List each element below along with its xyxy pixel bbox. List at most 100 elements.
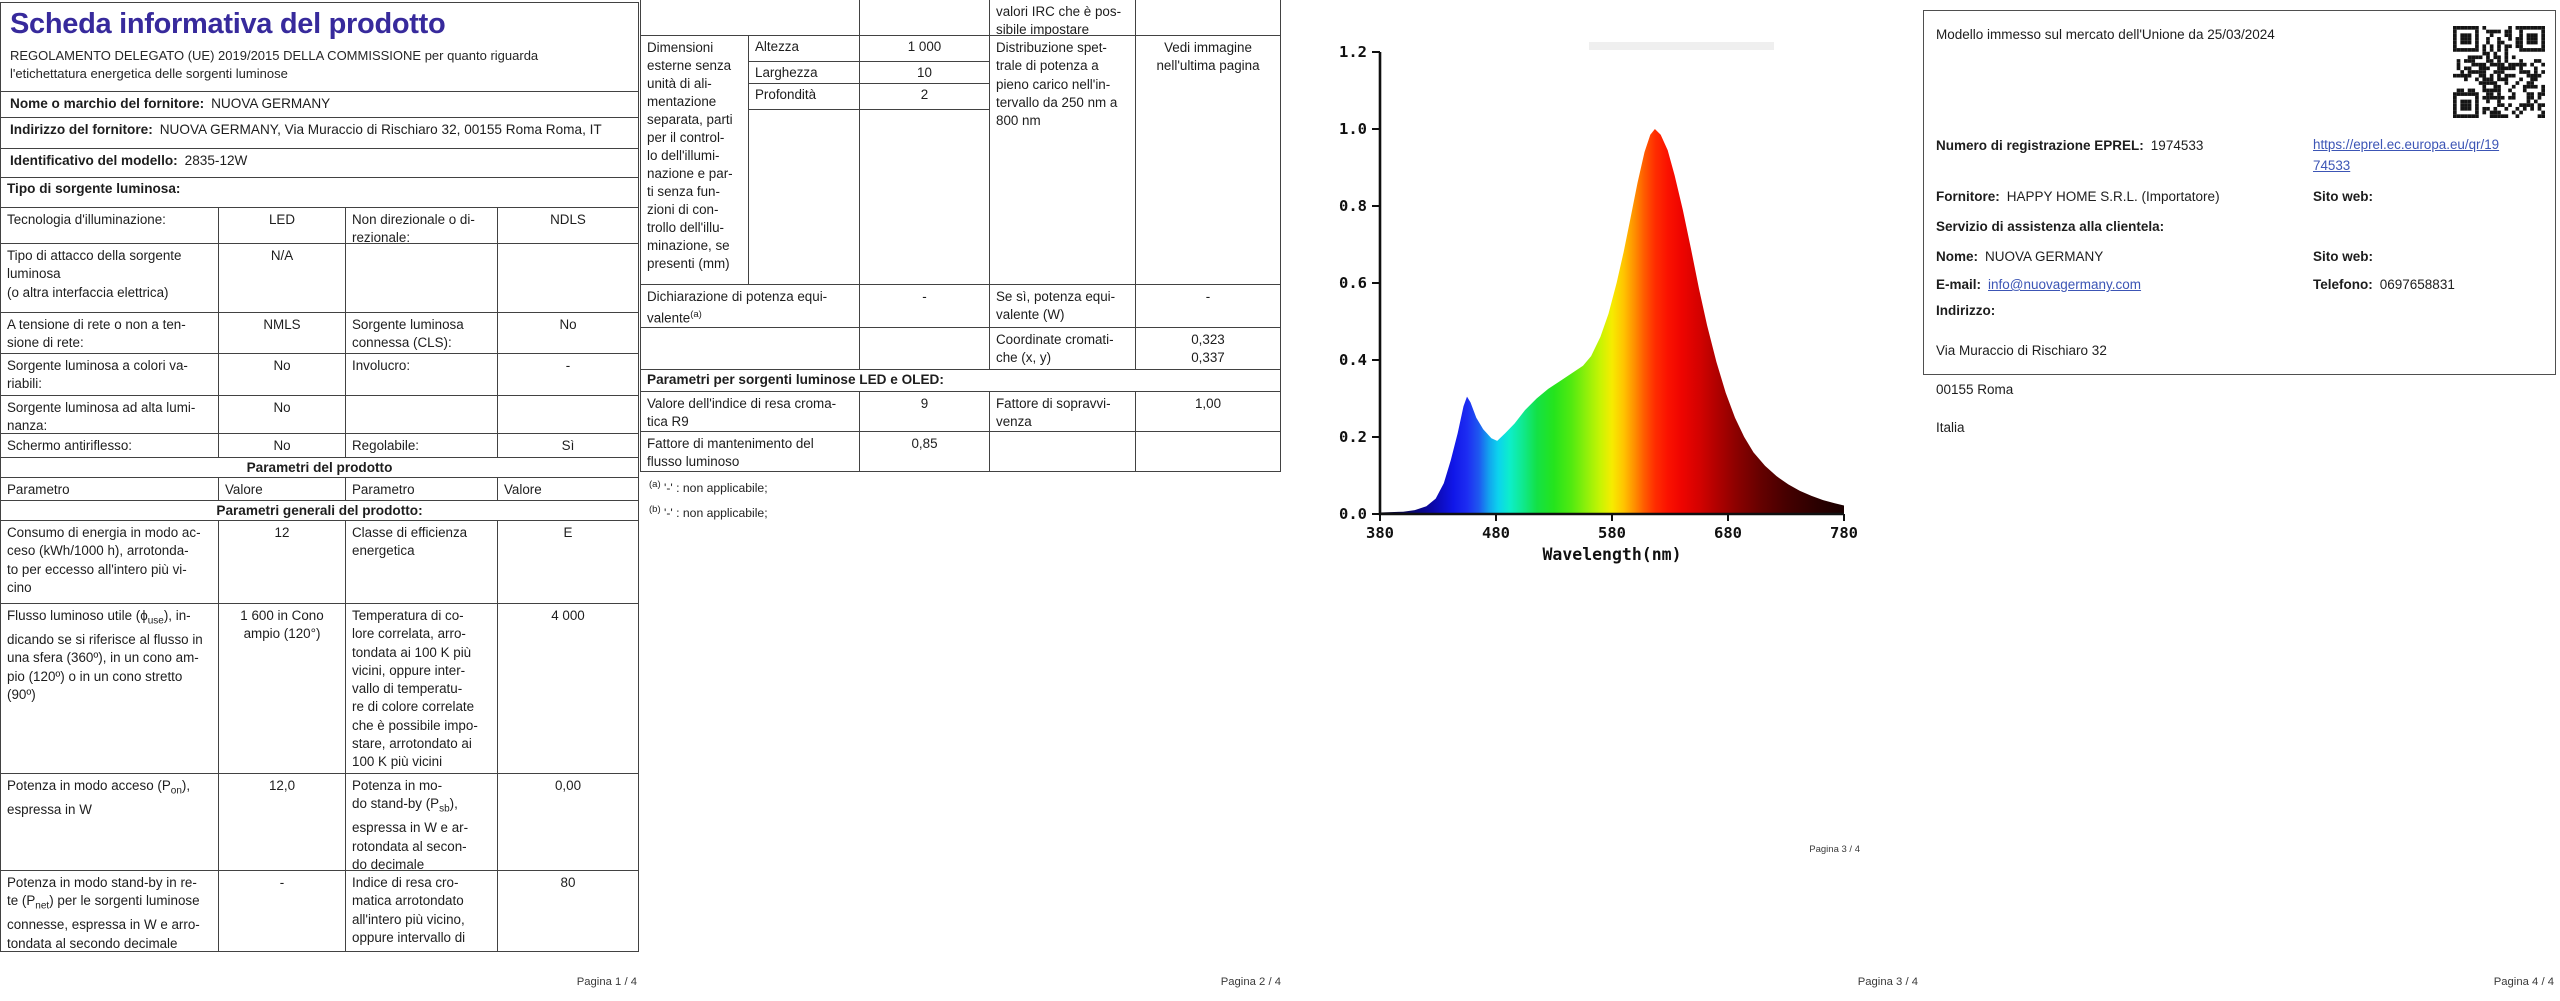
empty-cell: [641, 328, 860, 369]
dim-height-label: Altezza: [749, 36, 859, 62]
eprel-value: 1974533: [2150, 138, 2204, 153]
nome-row: Nome: NUOVA GERMANY: [1936, 249, 2103, 264]
fornitore-label: Fornitore:: [1936, 189, 2000, 204]
table-row: Potenza in modo stand-by in re- te (Pnet…: [1, 871, 638, 952]
qr-code: [2453, 26, 2545, 118]
page-1-product-sheet: Scheda informativa del prodotto REGOLAME…: [0, 2, 639, 952]
param-value: 1,00: [1194, 396, 1222, 411]
indirizzo-label: Indirizzo:: [1936, 303, 1996, 318]
table-row: Coordinate cromati- che (x, y) 0,323 0,3…: [641, 328, 1280, 370]
param-value: 0,85: [860, 432, 990, 472]
dim-width-value: 10: [860, 62, 989, 84]
column-header: Parametro: [346, 478, 498, 500]
empty-cell: [1136, 432, 1280, 472]
sito-web-label-2: Sito web:: [2313, 249, 2373, 264]
svg-text:1.0: 1.0: [1339, 120, 1367, 138]
svg-text:680: 680: [1714, 524, 1742, 542]
svg-text:0.0: 0.0: [1339, 505, 1367, 523]
param-label: Classe di efficienza energetica: [346, 521, 498, 603]
spectrum-area: [1380, 129, 1844, 514]
model-id-row: Identificativo del modello: 2835-12W: [1, 149, 638, 178]
page3-footer: Pagina 3 / 4: [1857, 976, 1918, 988]
fornitore-row: Fornitore: HAPPY HOME S.R.L. (Importatore…: [1936, 189, 2220, 204]
param-label: Se sì, potenza equi- valente (W): [990, 285, 1136, 327]
table-row-irc-continued: valori IRC che è pos- sibile impostare: [641, 0, 1280, 36]
svg-text:0.4: 0.4: [1339, 351, 1367, 369]
param-label: Indice di resa cro- matica arrotondato a…: [346, 871, 498, 952]
table-row: Consumo di energia in modo ac- ceso (kWh…: [1, 521, 638, 604]
param-label: Dichiarazione di potenza equi- valente(a…: [641, 285, 860, 327]
param-label: Fattore di mantenimento del flusso lumin…: [641, 432, 860, 472]
svg-text:0.2: 0.2: [1339, 428, 1367, 446]
address-line: Via Muraccio di Rischiaro 32: [1936, 343, 2107, 359]
dimension-sub-labels: Altezza Larghezza Profondità: [749, 36, 860, 284]
fornitore-value: HAPPY HOME S.R.L. (Importatore): [2006, 189, 2220, 204]
param-label: Sorgente luminosa ad alta lumi- nanza:: [1, 396, 219, 433]
param-value: -: [565, 358, 571, 373]
param-value: [498, 244, 638, 312]
table-row-dimensions: Dimensioni esterne senza unità di ali- m…: [641, 36, 1280, 285]
eprel-label: Numero di registrazione EPREL:: [1936, 138, 2144, 153]
param-value: -: [1205, 289, 1211, 304]
param-label: Potenza in mo- do stand-by (Psb), espres…: [346, 774, 498, 870]
supplier-name-value: NUOVA GERMANY: [211, 96, 331, 111]
dimensions-label: Dimensioni esterne senza unità di ali- m…: [641, 36, 749, 284]
empty-cell: [641, 0, 860, 35]
supplier-address-row: Indirizzo del fornitore: NUOVA GERMANY, V…: [1, 118, 638, 149]
param-label: Regolabile:: [346, 434, 498, 457]
param-label: Potenza in modo acceso (Pon), espressa i…: [1, 774, 219, 870]
param-label: Fattore di sopravvi- venza: [990, 392, 1136, 431]
page2-footer: Pagina 2 / 4: [1220, 976, 1281, 988]
address-block: Via Muraccio di Rischiaro 32 00155 Roma …: [1936, 322, 2107, 457]
param-value: No: [219, 434, 346, 457]
param-label: Consumo di energia in modo ac- ceso (kWh…: [1, 521, 219, 603]
eprel-link[interactable]: https://eprel.ec.europa.eu/qr/19 74533: [2313, 137, 2500, 173]
faded-watermark: [1589, 42, 1774, 50]
spectral-distribution-value: Vedi immagine nell'ultima pagina: [1156, 40, 1260, 74]
light-source-type-header: Tipo di sorgente luminosa:: [1, 178, 638, 208]
table-row: Flusso luminoso utile (ϕuse), in- dicand…: [1, 604, 638, 774]
sito-web-label-1: Sito web:: [2313, 189, 2373, 204]
column-header: Parametro: [1, 478, 219, 500]
table-row: Potenza in modo acceso (Pon), espressa i…: [1, 774, 638, 871]
model-id-value: 2835-12W: [184, 153, 248, 168]
param-value: 0,00: [554, 778, 582, 793]
param-label: Schermo antiriflesso:: [1, 434, 219, 457]
table-row: Schermo antiriflesso: No Regolabile: Sì: [1, 434, 638, 458]
param-value: -: [860, 285, 990, 327]
led-oled-params-header: Parametri per sorgenti luminose LED e OL…: [641, 370, 1280, 392]
page-title: Scheda informativa del prodotto: [10, 8, 446, 40]
address-line: Italia: [1936, 420, 1965, 436]
column-header: Valore: [219, 478, 346, 500]
table-row: Valore dell'indice di resa croma- tica R…: [641, 392, 1280, 432]
param-label: [346, 244, 498, 312]
param-label: Valore dell'indice di resa croma- tica R…: [641, 392, 860, 431]
nome-label: Nome:: [1936, 249, 1979, 264]
supplier-address-label: Indirizzo del fornitore:: [10, 122, 153, 137]
email-row: E-mail: info@nuovagermany.com: [1936, 277, 2141, 292]
address-line: 00155 Roma: [1936, 381, 2014, 397]
model-id-label: Identificativo del modello:: [10, 153, 178, 168]
nome-value: NUOVA GERMANY: [1985, 249, 2104, 264]
param-value: No: [219, 396, 346, 433]
svg-text:580: 580: [1598, 524, 1626, 542]
x-axis-label: Wavelength(nm): [1542, 545, 1681, 564]
dim-depth-label: Profondità: [749, 84, 859, 110]
telefono-value: 0697658831: [2379, 277, 2455, 292]
email-link[interactable]: info@nuovagermany.com: [1988, 277, 2142, 292]
empty-cell: [860, 328, 990, 369]
chromaticity-value: 0,323 0,337: [1191, 332, 1225, 366]
svg-text:0.6: 0.6: [1339, 274, 1367, 292]
table-row: Tecnologia d'illuminazione: LED Non dire…: [1, 208, 638, 244]
telefono-label: Telefono:: [2313, 277, 2373, 292]
svg-text:780: 780: [1830, 524, 1858, 542]
param-label: Flusso luminoso utile (ϕuse), in- dicand…: [1, 604, 219, 773]
empty-cell: [990, 432, 1136, 472]
table-row: Sorgente luminosa ad alta lumi- nanza: N…: [1, 396, 638, 434]
param-value: N/A: [219, 244, 346, 312]
footnote-a: (a) '-' : non applicabile;: [649, 479, 768, 496]
table-row: Dichiarazione di potenza equi- valente(a…: [641, 285, 1280, 328]
param-value: [498, 396, 638, 433]
regulation-subtitle: REGOLAMENTO DELEGATO (UE) 2019/2015 DELL…: [10, 48, 539, 81]
column-header: Valore: [504, 482, 542, 497]
